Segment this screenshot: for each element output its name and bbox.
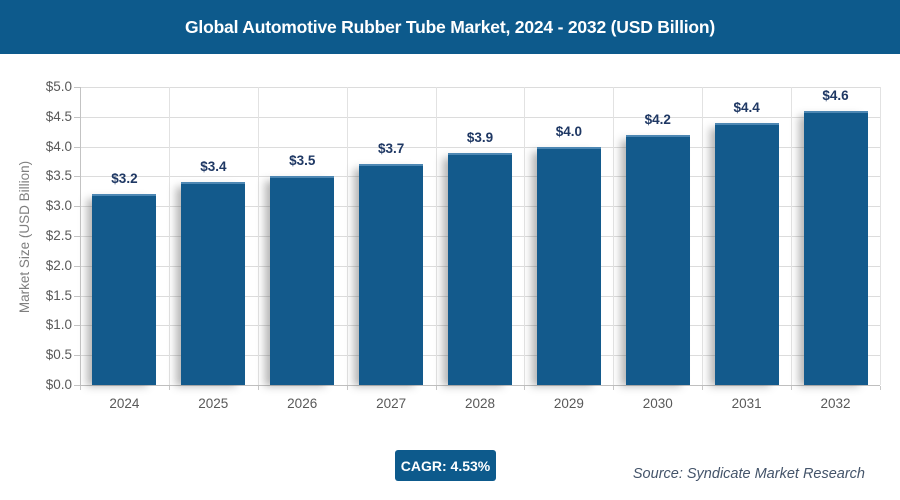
bar-value-label: $4.4 xyxy=(733,99,760,115)
x-category-label: 2032 xyxy=(820,396,851,411)
x-tick xyxy=(168,386,170,390)
y-tick-label: $0.0 xyxy=(45,377,72,392)
y-tick xyxy=(74,325,80,327)
bar xyxy=(270,176,335,385)
v-gridline xyxy=(524,87,526,385)
y-tick xyxy=(74,176,80,178)
x-tick xyxy=(524,386,526,390)
chart-title-banner: Global Automotive Rubber Tube Market, 20… xyxy=(0,0,900,54)
y-tick xyxy=(74,206,80,208)
bar-value-label: $3.4 xyxy=(200,159,227,175)
x-tick xyxy=(613,386,615,390)
y-tick-label: $5.0 xyxy=(45,79,72,94)
bar xyxy=(625,134,690,385)
y-tick-label: $3.0 xyxy=(45,198,72,214)
x-tick xyxy=(791,386,793,390)
v-gridline xyxy=(702,87,704,385)
v-gridline xyxy=(613,87,615,385)
bar-value-label: $3.9 xyxy=(466,129,494,145)
x-tick xyxy=(80,386,81,390)
y-tick xyxy=(74,355,80,357)
x-category-label: 2028 xyxy=(464,396,495,411)
bar-value-label: $3.5 xyxy=(289,153,316,169)
h-gridline xyxy=(80,116,880,118)
y-tick xyxy=(74,385,80,386)
bar-value-label: $3.7 xyxy=(377,141,405,157)
x-category-label: 2027 xyxy=(376,396,407,411)
x-category-label: 2026 xyxy=(287,396,318,411)
bar-value-label: $3.2 xyxy=(111,171,138,187)
bar xyxy=(803,110,868,385)
y-tick-label: $4.5 xyxy=(45,108,72,124)
y-tick-label: $3.5 xyxy=(45,168,72,184)
y-tick xyxy=(74,87,80,88)
x-axis-line xyxy=(80,385,880,386)
bar xyxy=(536,146,601,385)
y-tick xyxy=(74,265,80,267)
bar-value-label: $4.0 xyxy=(555,123,583,139)
y-tick-label: $1.5 xyxy=(45,287,72,303)
v-gridline xyxy=(880,87,881,385)
y-tick-label: $1.0 xyxy=(45,317,72,333)
x-category-label: 2024 xyxy=(109,396,140,411)
bar xyxy=(181,182,246,385)
bar xyxy=(359,164,424,385)
v-gridline xyxy=(257,87,259,385)
x-tick xyxy=(435,386,437,390)
bar xyxy=(92,194,157,385)
v-gridline xyxy=(346,87,348,385)
h-gridline xyxy=(80,87,880,88)
x-category-label: 2029 xyxy=(553,396,584,411)
chart-title: Global Automotive Rubber Tube Market, 20… xyxy=(185,16,715,37)
source-attribution: Source: Syndicate Market Research xyxy=(632,466,865,482)
v-gridline xyxy=(791,87,793,385)
x-category-label: 2030 xyxy=(642,396,673,411)
y-tick xyxy=(74,116,80,118)
y-tick xyxy=(74,146,80,148)
h-gridline xyxy=(80,146,880,148)
x-category-label: 2025 xyxy=(198,396,229,411)
cagr-label: CAGR: 4.53% xyxy=(400,457,491,474)
y-tick-label: $4.0 xyxy=(45,138,72,154)
x-category-label: 2031 xyxy=(731,396,762,411)
x-tick xyxy=(880,386,881,390)
y-tick-label: $2.0 xyxy=(45,257,72,273)
cagr-badge: CAGR: 4.53% xyxy=(395,450,496,481)
y-tick-label: $0.5 xyxy=(45,347,72,363)
bar-value-label: $4.2 xyxy=(644,111,671,127)
v-gridline xyxy=(435,87,437,385)
bar xyxy=(448,152,512,385)
x-tick xyxy=(257,386,259,390)
bar-value-label: $4.6 xyxy=(822,87,849,103)
y-axis-line xyxy=(80,87,81,385)
x-tick xyxy=(346,386,348,390)
y-tick xyxy=(74,295,80,297)
y-tick-label: $2.5 xyxy=(45,228,72,243)
bar xyxy=(714,122,779,385)
v-gridline xyxy=(168,87,170,385)
x-tick xyxy=(702,386,704,390)
y-tick xyxy=(74,236,80,237)
